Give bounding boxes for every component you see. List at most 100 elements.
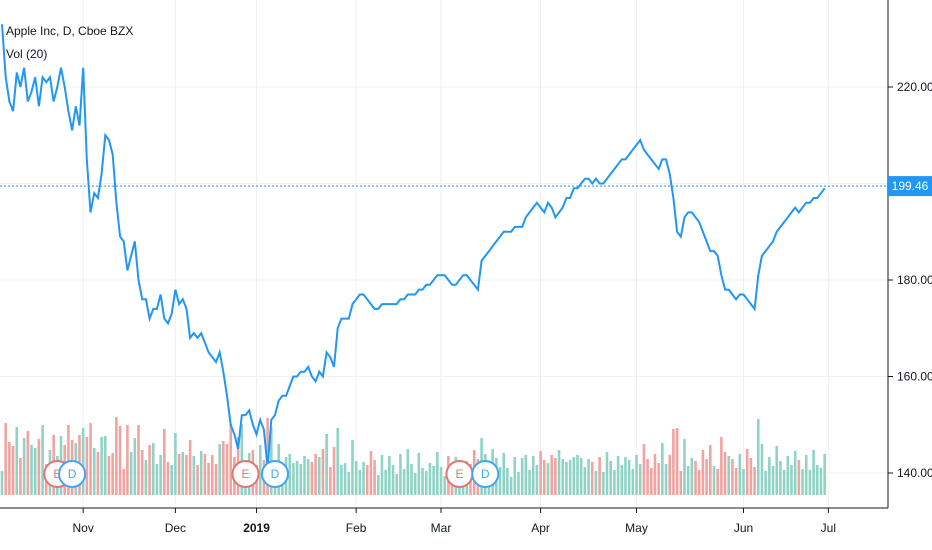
volume-bar	[214, 464, 218, 495]
volume-bar	[417, 453, 421, 495]
volume-bar	[402, 469, 406, 495]
volume-bar	[229, 424, 233, 495]
volume-bar	[310, 462, 314, 495]
dividend-marker[interactable]: D	[260, 460, 289, 488]
volume-bar	[568, 460, 572, 495]
volume-bar	[812, 450, 815, 495]
volume-bar	[196, 465, 199, 495]
volume-bar	[373, 460, 376, 495]
volume-bar	[749, 458, 753, 495]
volume-bar	[137, 425, 140, 495]
volume-bar	[325, 434, 328, 495]
volume-bar	[222, 441, 225, 495]
volume-bar	[517, 472, 520, 495]
volume-bar	[819, 468, 823, 495]
volume-bar	[620, 465, 624, 495]
volume-bar	[67, 425, 70, 495]
volume-bar	[388, 456, 391, 495]
volume-bar	[151, 443, 155, 495]
volume-bar	[376, 475, 380, 495]
volume-bar	[727, 456, 731, 495]
volume-bar	[513, 457, 517, 495]
y-tick-label: 140.00	[897, 466, 932, 480]
volume-bar	[539, 451, 542, 495]
volume-bar	[509, 477, 513, 495]
volume-bar	[354, 461, 358, 495]
svg-text:E: E	[53, 467, 61, 481]
volume-bar	[646, 459, 649, 495]
volume-bar	[720, 437, 723, 495]
volume-bar	[399, 454, 402, 495]
volume-bar	[321, 449, 325, 495]
price-line	[1, 24, 826, 469]
volume-bar	[797, 460, 801, 495]
dividend-marker[interactable]: D	[58, 460, 87, 488]
volume-bar	[163, 429, 166, 495]
volume-bar	[85, 437, 89, 495]
volume-bar	[122, 469, 126, 495]
volume-bar	[107, 456, 111, 495]
volume-bar	[299, 464, 303, 495]
volume-bar	[26, 431, 30, 495]
volume-bar	[166, 462, 170, 495]
volume-bar	[218, 444, 221, 495]
volume-bar	[181, 452, 185, 495]
volume-bar	[565, 462, 568, 495]
volume-bar	[661, 443, 664, 495]
volume-bar	[303, 456, 306, 495]
volume-bar	[4, 423, 7, 495]
volume-bar	[292, 463, 295, 495]
volume-bar	[668, 455, 672, 495]
volume-bar	[258, 445, 262, 495]
volume-bar	[554, 458, 557, 495]
volume-bar	[155, 464, 159, 495]
y-tick-label: 180.00	[897, 273, 932, 287]
volume-bar	[823, 454, 826, 495]
volume-bar	[605, 452, 609, 495]
volume-bar	[786, 456, 790, 495]
volume-bar	[635, 455, 638, 495]
x-tick-label: May	[625, 521, 648, 535]
earnings-marker[interactable]: E	[231, 460, 260, 488]
volume-bar	[104, 436, 107, 495]
volume-bar	[716, 469, 719, 495]
dividend-marker[interactable]: D	[471, 460, 500, 488]
volume-bar	[362, 462, 365, 495]
volume-bar	[686, 466, 690, 495]
volume-bar	[782, 470, 786, 495]
volume-bar	[709, 445, 712, 495]
last-price-label: 199.46	[892, 179, 929, 193]
volume-bar	[546, 463, 550, 495]
last-price-tag: 199.46	[888, 176, 932, 197]
svg-text:D: D	[481, 467, 490, 481]
volume-bar	[572, 457, 576, 495]
volume-bar	[380, 455, 384, 495]
volume-bar	[11, 446, 15, 495]
volume-bar	[332, 447, 336, 495]
volume-bar	[443, 476, 446, 495]
volume-bar	[683, 439, 686, 495]
volume-bar	[524, 455, 528, 495]
volume-bar	[159, 455, 162, 495]
volume-bar	[579, 458, 583, 495]
volume-bar	[0, 471, 4, 495]
volume-bar	[111, 453, 114, 495]
volume-bar	[793, 451, 797, 495]
volume-bar	[8, 442, 11, 495]
volume-bar	[115, 417, 118, 495]
x-tick-label: Jun	[734, 521, 753, 535]
volume-bar	[170, 465, 173, 495]
volume-bar	[391, 465, 395, 495]
volume-bar	[351, 440, 354, 495]
earnings-marker[interactable]: E	[445, 460, 474, 488]
volume-bar	[432, 466, 435, 495]
volume-bar	[144, 460, 148, 495]
volume-bar	[535, 465, 539, 495]
volume-bar	[602, 472, 605, 495]
volume-bar	[768, 457, 771, 495]
volume-bar	[701, 450, 705, 495]
volume-bar	[804, 455, 808, 495]
x-tick-label: Jul	[821, 521, 836, 535]
